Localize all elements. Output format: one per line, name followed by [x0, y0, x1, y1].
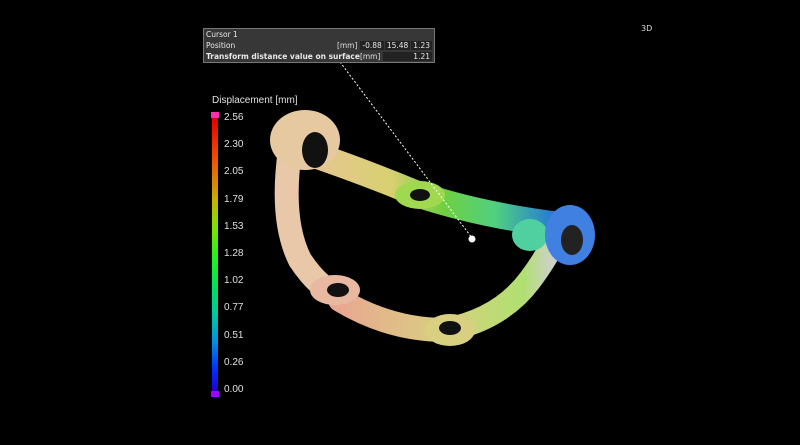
- legend-tick-label: 1.28: [224, 248, 244, 259]
- legend-tick-label: 2.56: [224, 112, 244, 123]
- legend-tick-label: 1.79: [224, 193, 244, 205]
- position-label: Position: [206, 41, 236, 50]
- position-y: 15.48: [384, 41, 411, 50]
- cursor-marker[interactable]: [468, 235, 476, 243]
- distance-unit: [mm]: [359, 52, 381, 61]
- legend-tick-label: 2.05: [224, 166, 244, 178]
- view-mode-label: 3D: [641, 24, 653, 33]
- legend-tick-label: 0.51: [224, 329, 244, 341]
- legend-tick-label: 0.77: [224, 302, 244, 314]
- distance-label: Transform distance value on surface: [206, 52, 360, 61]
- cursor-leader-line: [339, 61, 473, 239]
- distance-value: 1.21: [383, 52, 432, 61]
- bracket-model: [270, 110, 595, 346]
- legend-tick-label: 1.53: [224, 220, 244, 232]
- legend-max-cap: [211, 112, 219, 118]
- legend-tick-label: 0.26: [224, 356, 244, 368]
- legend-color-bar: [212, 118, 218, 391]
- legend-tick-label: 1.02: [224, 275, 244, 287]
- cursor-info-panel[interactable]: Cursor 1 Position [mm] -0.88 15.48 1.23 …: [203, 28, 435, 63]
- position-unit: [mm]: [336, 41, 358, 50]
- legend-title: Displacement [mm]: [212, 95, 298, 106]
- position-x: -0.88: [360, 41, 384, 50]
- position-z: 1.23: [411, 41, 432, 50]
- legend-min-cap: [211, 391, 219, 397]
- legend-tick-label: 2.30: [224, 139, 244, 151]
- cursor-title: Cursor 1: [206, 30, 238, 39]
- legend-tick-label: 0.00: [224, 384, 244, 395]
